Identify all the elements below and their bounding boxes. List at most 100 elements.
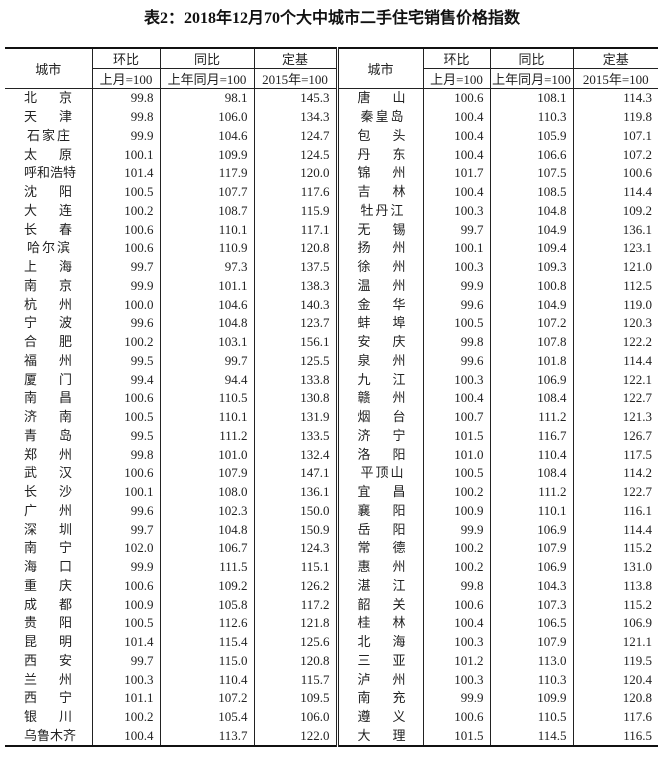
mom-value: 99.9	[422, 276, 490, 296]
mom-value: 100.6	[422, 595, 490, 614]
mom-value: 99.9	[422, 520, 490, 539]
city-name: 湛江	[358, 577, 406, 595]
mom-value: 99.7	[422, 220, 490, 239]
city-cell: 赣州	[335, 389, 423, 408]
city-char: 津	[58, 109, 72, 125]
table-body: 北京 99.8 98.1 145.3 唐山 100.6 108.1 114.3 天津 99.8 10…	[5, 88, 658, 747]
mom-value: 100.3	[422, 670, 490, 689]
yoy-value: 110.4	[489, 445, 573, 464]
fixed-value: 107.1	[572, 126, 658, 146]
city-char: 唐	[357, 90, 371, 106]
city-char: 春	[58, 221, 72, 237]
city-char: 东	[392, 146, 406, 162]
city-name: 深圳	[24, 521, 72, 539]
city-name: 上海	[24, 258, 72, 276]
fixed-value: 124.5	[253, 145, 337, 164]
city-name: 金华	[358, 296, 406, 314]
city-cell: 郑州	[5, 445, 92, 464]
table-row: 海口 99.9 111.5 115.1 惠州 100.2 106.9 131.0	[5, 557, 658, 577]
fixed-value: 121.3	[572, 407, 658, 427]
fixed-value: 125.5	[253, 351, 337, 371]
mom-value: 99.7	[91, 520, 160, 539]
header-fixed-base: 2015年=100	[572, 68, 658, 89]
mom-value: 100.4	[422, 614, 490, 633]
city-name: 泉州	[358, 352, 406, 370]
yoy-value: 108.0	[159, 482, 254, 502]
city-char: 义	[392, 709, 406, 725]
city-name: 福州	[24, 352, 72, 370]
mom-value: 100.4	[422, 126, 490, 146]
table-row: 厦门 99.4 94.4 133.8 九江 100.3 106.9 122.1	[5, 370, 658, 389]
city-char: 南	[357, 690, 371, 706]
yoy-value: 117.9	[159, 164, 254, 183]
mom-value: 99.8	[422, 576, 490, 596]
city-cell: 包头	[335, 126, 423, 146]
yoy-value: 111.2	[489, 407, 573, 427]
fixed-value: 121.8	[253, 614, 337, 633]
city-char: 门	[58, 371, 72, 387]
fixed-value: 106.0	[253, 707, 337, 727]
city-cell: 深圳	[5, 520, 92, 539]
city-name: 安庆	[358, 333, 406, 351]
city-char: 成	[24, 596, 38, 612]
table-row: 西宁 101.1 107.2 109.5 南充 99.9 109.9 120.8	[5, 689, 658, 708]
city-cell: 平顶山	[335, 464, 423, 483]
mom-value: 99.4	[91, 370, 160, 389]
yoy-value: 115.4	[159, 632, 254, 652]
fixed-value: 117.6	[253, 182, 337, 202]
fixed-value: 114.4	[572, 182, 658, 202]
mom-value: 100.4	[422, 389, 490, 408]
city-char: 台	[392, 409, 406, 425]
city-char: 庆	[58, 577, 72, 593]
mom-value: 99.6	[422, 351, 490, 371]
header-city: 城市	[5, 47, 93, 89]
city-name: 兰州	[24, 671, 72, 689]
city-cell: 长春	[5, 220, 92, 239]
yoy-value: 104.8	[159, 520, 254, 539]
city-cell: 秦皇岛	[335, 107, 423, 127]
city-cell: 宜昌	[335, 482, 423, 502]
city-char: 福	[24, 352, 38, 368]
city-name: 北京	[24, 89, 72, 107]
city-name: 石家庄	[27, 127, 73, 143]
yoy-value: 101.0	[159, 445, 254, 464]
city-cell: 无锡	[335, 220, 423, 239]
city-char: 海	[392, 634, 406, 650]
city-name: 南京	[24, 277, 72, 295]
mom-value: 99.9	[91, 557, 160, 577]
city-char: 昆	[24, 634, 38, 650]
city-cell: 福州	[5, 352, 92, 371]
city-char: 南	[24, 277, 38, 293]
city-char: 郑	[24, 446, 38, 462]
city-cell: 天津	[5, 108, 92, 127]
city-cell: 扬州	[335, 239, 423, 258]
city-cell: 长沙	[5, 483, 92, 502]
table-row: 银川 100.2 105.4 106.0 遵义 100.6 110.5 117.6	[5, 707, 658, 727]
yoy-value: 108.4	[489, 464, 573, 483]
city-name: 洛阳	[358, 446, 406, 464]
city-cell: 广州	[5, 502, 92, 521]
yoy-value: 106.0	[159, 107, 254, 127]
city-cell: 乌鲁木齐	[5, 727, 92, 747]
city-char: 南	[24, 540, 38, 556]
fixed-value: 150.9	[253, 520, 337, 539]
fixed-value: 120.4	[572, 670, 658, 689]
fixed-value: 100.6	[572, 164, 658, 183]
city-cell: 牡丹江	[335, 201, 423, 221]
city-char: 宁	[58, 540, 72, 556]
fixed-value: 123.1	[572, 239, 658, 258]
city-cell: 锦州	[335, 164, 423, 183]
yoy-value: 104.6	[159, 126, 254, 146]
city-name: 无锡	[358, 221, 406, 239]
table-row: 杭州 100.0 104.6 140.3 金华 99.6 104.9 119.0	[5, 295, 658, 314]
city-cell: 成都	[5, 595, 92, 614]
mom-value: 99.8	[422, 332, 490, 352]
fixed-value: 122.7	[572, 482, 658, 502]
yoy-value: 110.5	[159, 389, 254, 408]
mom-value: 99.6	[91, 314, 160, 333]
yoy-value: 108.4	[489, 389, 573, 408]
city-name: 哈尔滨	[27, 240, 73, 256]
table-row: 西安 99.7 115.0 120.8 三亚 101.2 113.0 119.5	[5, 651, 658, 671]
city-name: 重庆	[24, 577, 72, 595]
mom-value: 100.3	[422, 257, 490, 277]
